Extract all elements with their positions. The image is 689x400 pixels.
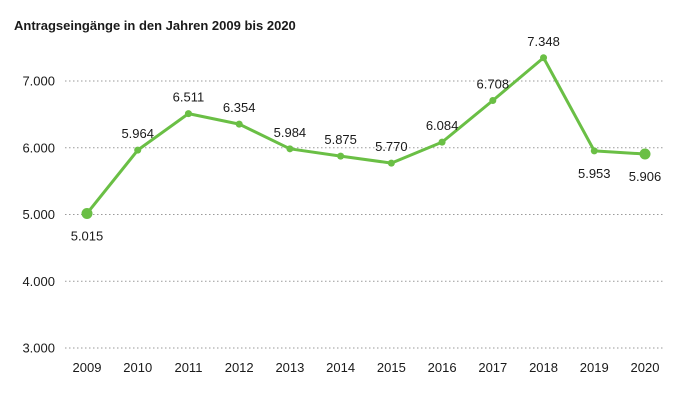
- series: [81, 54, 651, 219]
- data-label-2015: 5.770: [375, 139, 408, 154]
- data-point-2015: [387, 159, 395, 167]
- x-tick-label: 2016: [428, 360, 457, 375]
- data-label-2013: 5.984: [274, 125, 307, 140]
- data-label-2020: 5.906: [629, 169, 662, 184]
- data-point-2014: [337, 152, 345, 160]
- chart-title: Antragseingänge in den Jahren 2009 bis 2…: [14, 18, 296, 33]
- x-tick-label: 2011: [174, 360, 202, 375]
- data-label-2009: 5.015: [71, 228, 104, 243]
- data-point-2010: [134, 146, 142, 154]
- x-tick-label: 2014: [326, 360, 355, 375]
- x-tick-label: 2010: [123, 360, 152, 375]
- x-tick-label: 2012: [225, 360, 254, 375]
- data-point-2013: [286, 145, 294, 153]
- data-label-2017: 6.708: [477, 76, 510, 91]
- y-tick-label: 3.000: [22, 341, 55, 356]
- data-point-2019: [590, 147, 598, 155]
- y-tick-label: 5.000: [22, 207, 55, 222]
- data-label-2016: 6.084: [426, 118, 459, 133]
- data-point-2017: [489, 96, 497, 104]
- y-tick-label: 6.000: [22, 140, 55, 155]
- data-labels: 5.015 5.964 6.511 6.354 5.984 5.875 5.770 6.084…: [71, 34, 662, 244]
- x-tick-label: 2018: [529, 360, 558, 375]
- x-tick-label: 2013: [275, 360, 304, 375]
- data-label-2018: 7.348: [527, 34, 560, 49]
- y-tick-label: 4.000: [22, 274, 55, 289]
- series-line: [85, 56, 647, 215]
- data-point-2020: [639, 148, 651, 160]
- x-tick-label: 2019: [580, 360, 609, 375]
- data-point-2016: [438, 138, 446, 146]
- data-point-2011: [184, 110, 192, 118]
- data-label-2011: 6.511: [173, 90, 205, 105]
- data-label-2010: 5.964: [121, 126, 154, 141]
- data-label-2019: 5.953: [578, 166, 611, 181]
- axes: 3.000 4.000 5.000 6.000 7.000 2009 2010 2011 201…: [22, 74, 659, 376]
- data-point-2012: [235, 120, 243, 128]
- x-tick-label: 2017: [478, 360, 507, 375]
- y-tick-label: 7.000: [22, 74, 55, 89]
- x-tick-label: 2015: [377, 360, 406, 375]
- data-label-2014: 5.875: [324, 132, 357, 147]
- data-label-2012: 6.354: [223, 100, 256, 115]
- data-point-2009: [81, 207, 93, 219]
- x-tick-label: 2009: [73, 360, 102, 375]
- data-point-2018: [540, 54, 548, 62]
- gridlines: [65, 80, 665, 349]
- x-tick-label: 2020: [631, 360, 660, 375]
